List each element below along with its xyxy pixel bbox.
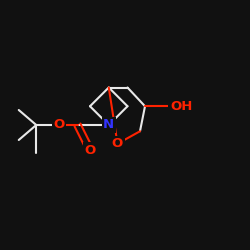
Text: OH: OH xyxy=(170,100,192,113)
Text: O: O xyxy=(53,118,64,132)
Text: O: O xyxy=(112,137,123,150)
Text: N: N xyxy=(103,118,114,132)
Text: O: O xyxy=(84,144,96,156)
